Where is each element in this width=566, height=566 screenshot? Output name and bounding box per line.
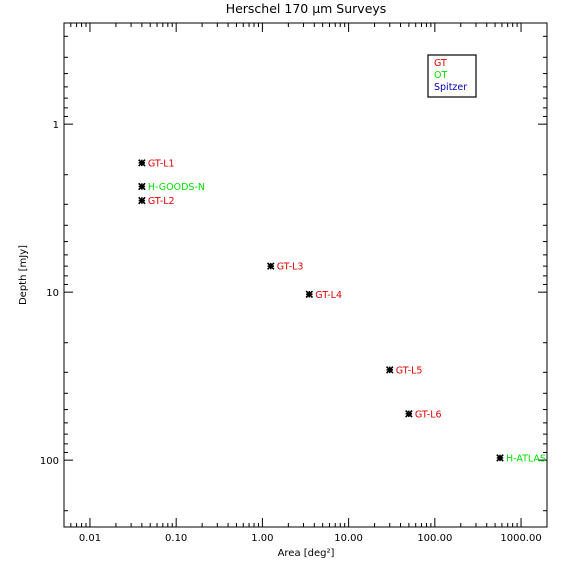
legend-entry: GT xyxy=(434,58,447,69)
point-marker xyxy=(496,454,504,462)
y-tick-label: 10 xyxy=(46,288,59,299)
point-marker xyxy=(138,196,146,205)
data-point: GT-L1 xyxy=(138,158,175,169)
plot-frame xyxy=(63,22,548,528)
y-tick-label: 1 xyxy=(53,120,59,131)
point-marker xyxy=(385,366,394,374)
chart-title: Herschel 170 μm Surveys xyxy=(226,1,387,16)
x-tick-label: 1000.00 xyxy=(500,533,541,544)
point-marker xyxy=(138,182,146,191)
point-label: H-ATLAS xyxy=(506,453,546,464)
data-point: GT-L5 xyxy=(385,365,423,376)
x-tick-label: 0.01 xyxy=(79,533,101,544)
data-point: H-GOODS-N xyxy=(138,182,205,193)
y-tick-label: 100 xyxy=(40,456,59,467)
y-axis-label: Depth [mJy] xyxy=(18,245,29,305)
data-point: H-ATLAS xyxy=(496,453,546,464)
data-points: GT-L1 H-GOODS-N GT-L2 GT-L3 GT-L4 GT-L5 GT-L6 H… xyxy=(138,158,546,464)
x-tick-label: 10.00 xyxy=(334,533,363,544)
point-label: GT-L2 xyxy=(148,196,175,207)
point-label: GT-L4 xyxy=(315,290,342,301)
point-marker xyxy=(405,410,413,418)
x-tick-label: 100.00 xyxy=(417,533,452,544)
point-label: GT-L5 xyxy=(396,365,423,376)
x-tick-label: 1.00 xyxy=(251,533,273,544)
data-point: GT-L3 xyxy=(266,262,304,273)
point-label: GT-L3 xyxy=(277,262,304,273)
legend-box xyxy=(427,54,477,98)
legend-entry: OT xyxy=(434,70,447,81)
data-point: GT-L4 xyxy=(305,290,342,301)
point-marker xyxy=(138,159,146,167)
data-point: GT-L2 xyxy=(138,196,175,207)
point-marker xyxy=(266,262,275,270)
point-label: GT-L6 xyxy=(415,409,442,420)
data-point: GT-L6 xyxy=(405,409,442,420)
legend-entry: Spitzer xyxy=(434,82,467,93)
x-axis-label: Area [deg²] xyxy=(278,548,335,559)
point-label: H-GOODS-N xyxy=(148,182,205,193)
x-tick-label: 0.10 xyxy=(165,533,187,544)
point-marker xyxy=(305,290,314,299)
x-axis: 0.01 0.10 1.00 10.00 100.00 1000.00 xyxy=(63,23,548,544)
point-label: GT-L1 xyxy=(148,158,175,169)
y-axis: 1 10 100 xyxy=(40,35,547,512)
